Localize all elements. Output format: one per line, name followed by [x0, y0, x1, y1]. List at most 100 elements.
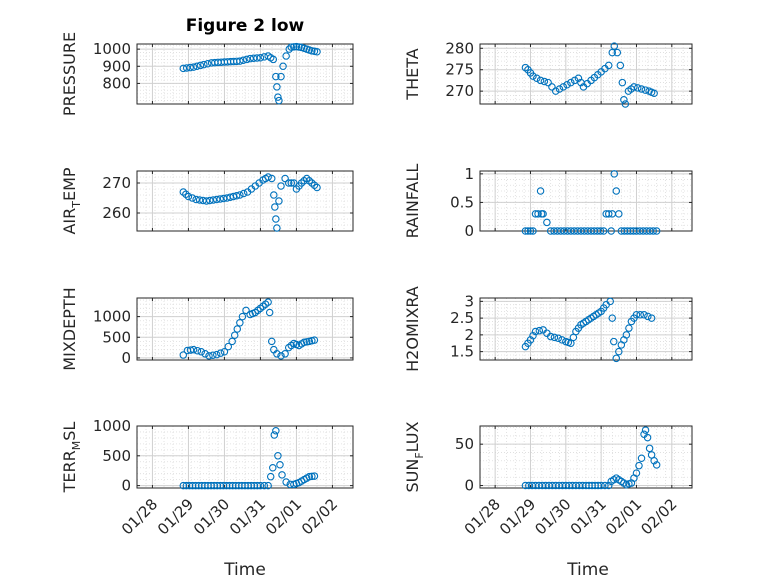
data-point — [275, 96, 283, 105]
y-tick-label: 500 — [102, 328, 131, 346]
data-point — [643, 433, 652, 442]
y-axis-label-text: THETA — [403, 48, 422, 100]
series-markers — [179, 427, 319, 490]
data-point — [282, 478, 290, 486]
y-axis-label: SUNFLUX — [403, 421, 426, 492]
axes-box — [479, 297, 693, 361]
data-point — [228, 337, 236, 346]
y-axis-label-subscript: T — [70, 201, 83, 209]
data-point — [305, 472, 314, 481]
data-point — [281, 350, 289, 358]
data-point — [612, 187, 621, 195]
data-point — [236, 319, 244, 327]
data-point — [599, 227, 608, 235]
data-point — [636, 311, 645, 319]
y-axis-label: PRESSURE — [60, 32, 79, 116]
data-point — [230, 331, 239, 339]
data-point — [555, 85, 564, 93]
data-point — [272, 72, 280, 81]
data-point — [265, 308, 274, 317]
y-axis-label-text: RAINFALL — [403, 164, 422, 239]
data-point — [274, 93, 282, 101]
data-point — [266, 472, 275, 481]
data-point — [200, 60, 208, 69]
data-point — [292, 42, 301, 51]
y-axis-label: H2OMIXRA — [403, 286, 422, 372]
data-point — [308, 472, 316, 481]
data-point — [193, 62, 201, 71]
data-point — [544, 78, 552, 87]
series-markers — [521, 297, 656, 363]
y-tick-label: 0 — [121, 477, 131, 495]
data-point — [604, 481, 613, 490]
data-point — [641, 426, 650, 434]
data-point — [256, 481, 265, 490]
data-point — [524, 227, 532, 235]
data-point — [645, 444, 654, 453]
data-point — [273, 350, 281, 358]
data-point — [216, 195, 224, 203]
data-point — [277, 72, 285, 81]
data-point — [188, 194, 197, 202]
y-tick-label: 2 — [464, 326, 474, 344]
data-point — [236, 57, 244, 65]
data-point — [536, 187, 545, 195]
data-point — [270, 191, 278, 199]
data-point — [186, 63, 194, 72]
y-tick-label: 900 — [102, 57, 131, 75]
y-tick-label: 0.5 — [450, 193, 474, 211]
y-axis-label-text: SL — [60, 422, 79, 441]
y-tick-label: 0 — [464, 477, 474, 495]
data-point — [209, 196, 218, 204]
y-axis-label-text: H2OMIXRA — [403, 286, 422, 372]
data-point — [273, 224, 281, 232]
data-point — [625, 324, 633, 332]
data-point — [212, 195, 221, 204]
subplot-6: 1.522.53 H2OMIXRA — [403, 286, 693, 372]
data-point — [287, 179, 296, 187]
data-point — [242, 306, 250, 315]
data-point — [652, 461, 661, 469]
data-point — [284, 179, 293, 187]
data-point — [607, 227, 615, 235]
y-tick-label: 1 — [464, 165, 474, 183]
data-point — [282, 52, 290, 60]
data-point — [264, 173, 272, 181]
y-tick-label: 260 — [102, 204, 131, 222]
axes-box — [136, 297, 354, 361]
y-axis-label: MIXDEPTH — [60, 287, 79, 370]
subplot-5: 0 500 1000 MIXDEPTH — [60, 287, 354, 371]
subplot-3: 260 270 AIRTEMP — [60, 167, 354, 235]
data-point — [308, 47, 316, 55]
y-axis-label-text: EMP — [60, 167, 79, 201]
data-point — [644, 312, 652, 321]
y-axis-label: AIRTEMP — [60, 167, 83, 234]
axes-box — [479, 425, 693, 489]
data-point — [310, 47, 319, 56]
data-point — [610, 170, 619, 178]
y-axis-label-text: SUN — [403, 459, 422, 493]
subplot-2: 270 275 280 THETA — [403, 39, 693, 108]
data-point — [615, 347, 623, 356]
series-markers — [179, 173, 321, 232]
data-point — [533, 74, 541, 83]
data-point — [604, 61, 613, 70]
data-point — [621, 100, 630, 108]
data-point — [189, 63, 198, 71]
axes-box — [136, 425, 354, 489]
x-tick-label: 02/01 — [602, 495, 645, 538]
data-point — [612, 354, 621, 363]
data-point — [195, 196, 204, 204]
data-point — [203, 59, 212, 68]
y-tick-label: 275 — [445, 61, 474, 79]
data-point — [196, 61, 205, 70]
data-point — [270, 431, 279, 439]
data-point — [563, 80, 571, 89]
data-point — [275, 197, 283, 205]
data-point — [531, 327, 540, 336]
data-point — [202, 197, 211, 205]
data-point — [179, 351, 188, 359]
x-tick-label: 01/29 — [496, 495, 539, 538]
